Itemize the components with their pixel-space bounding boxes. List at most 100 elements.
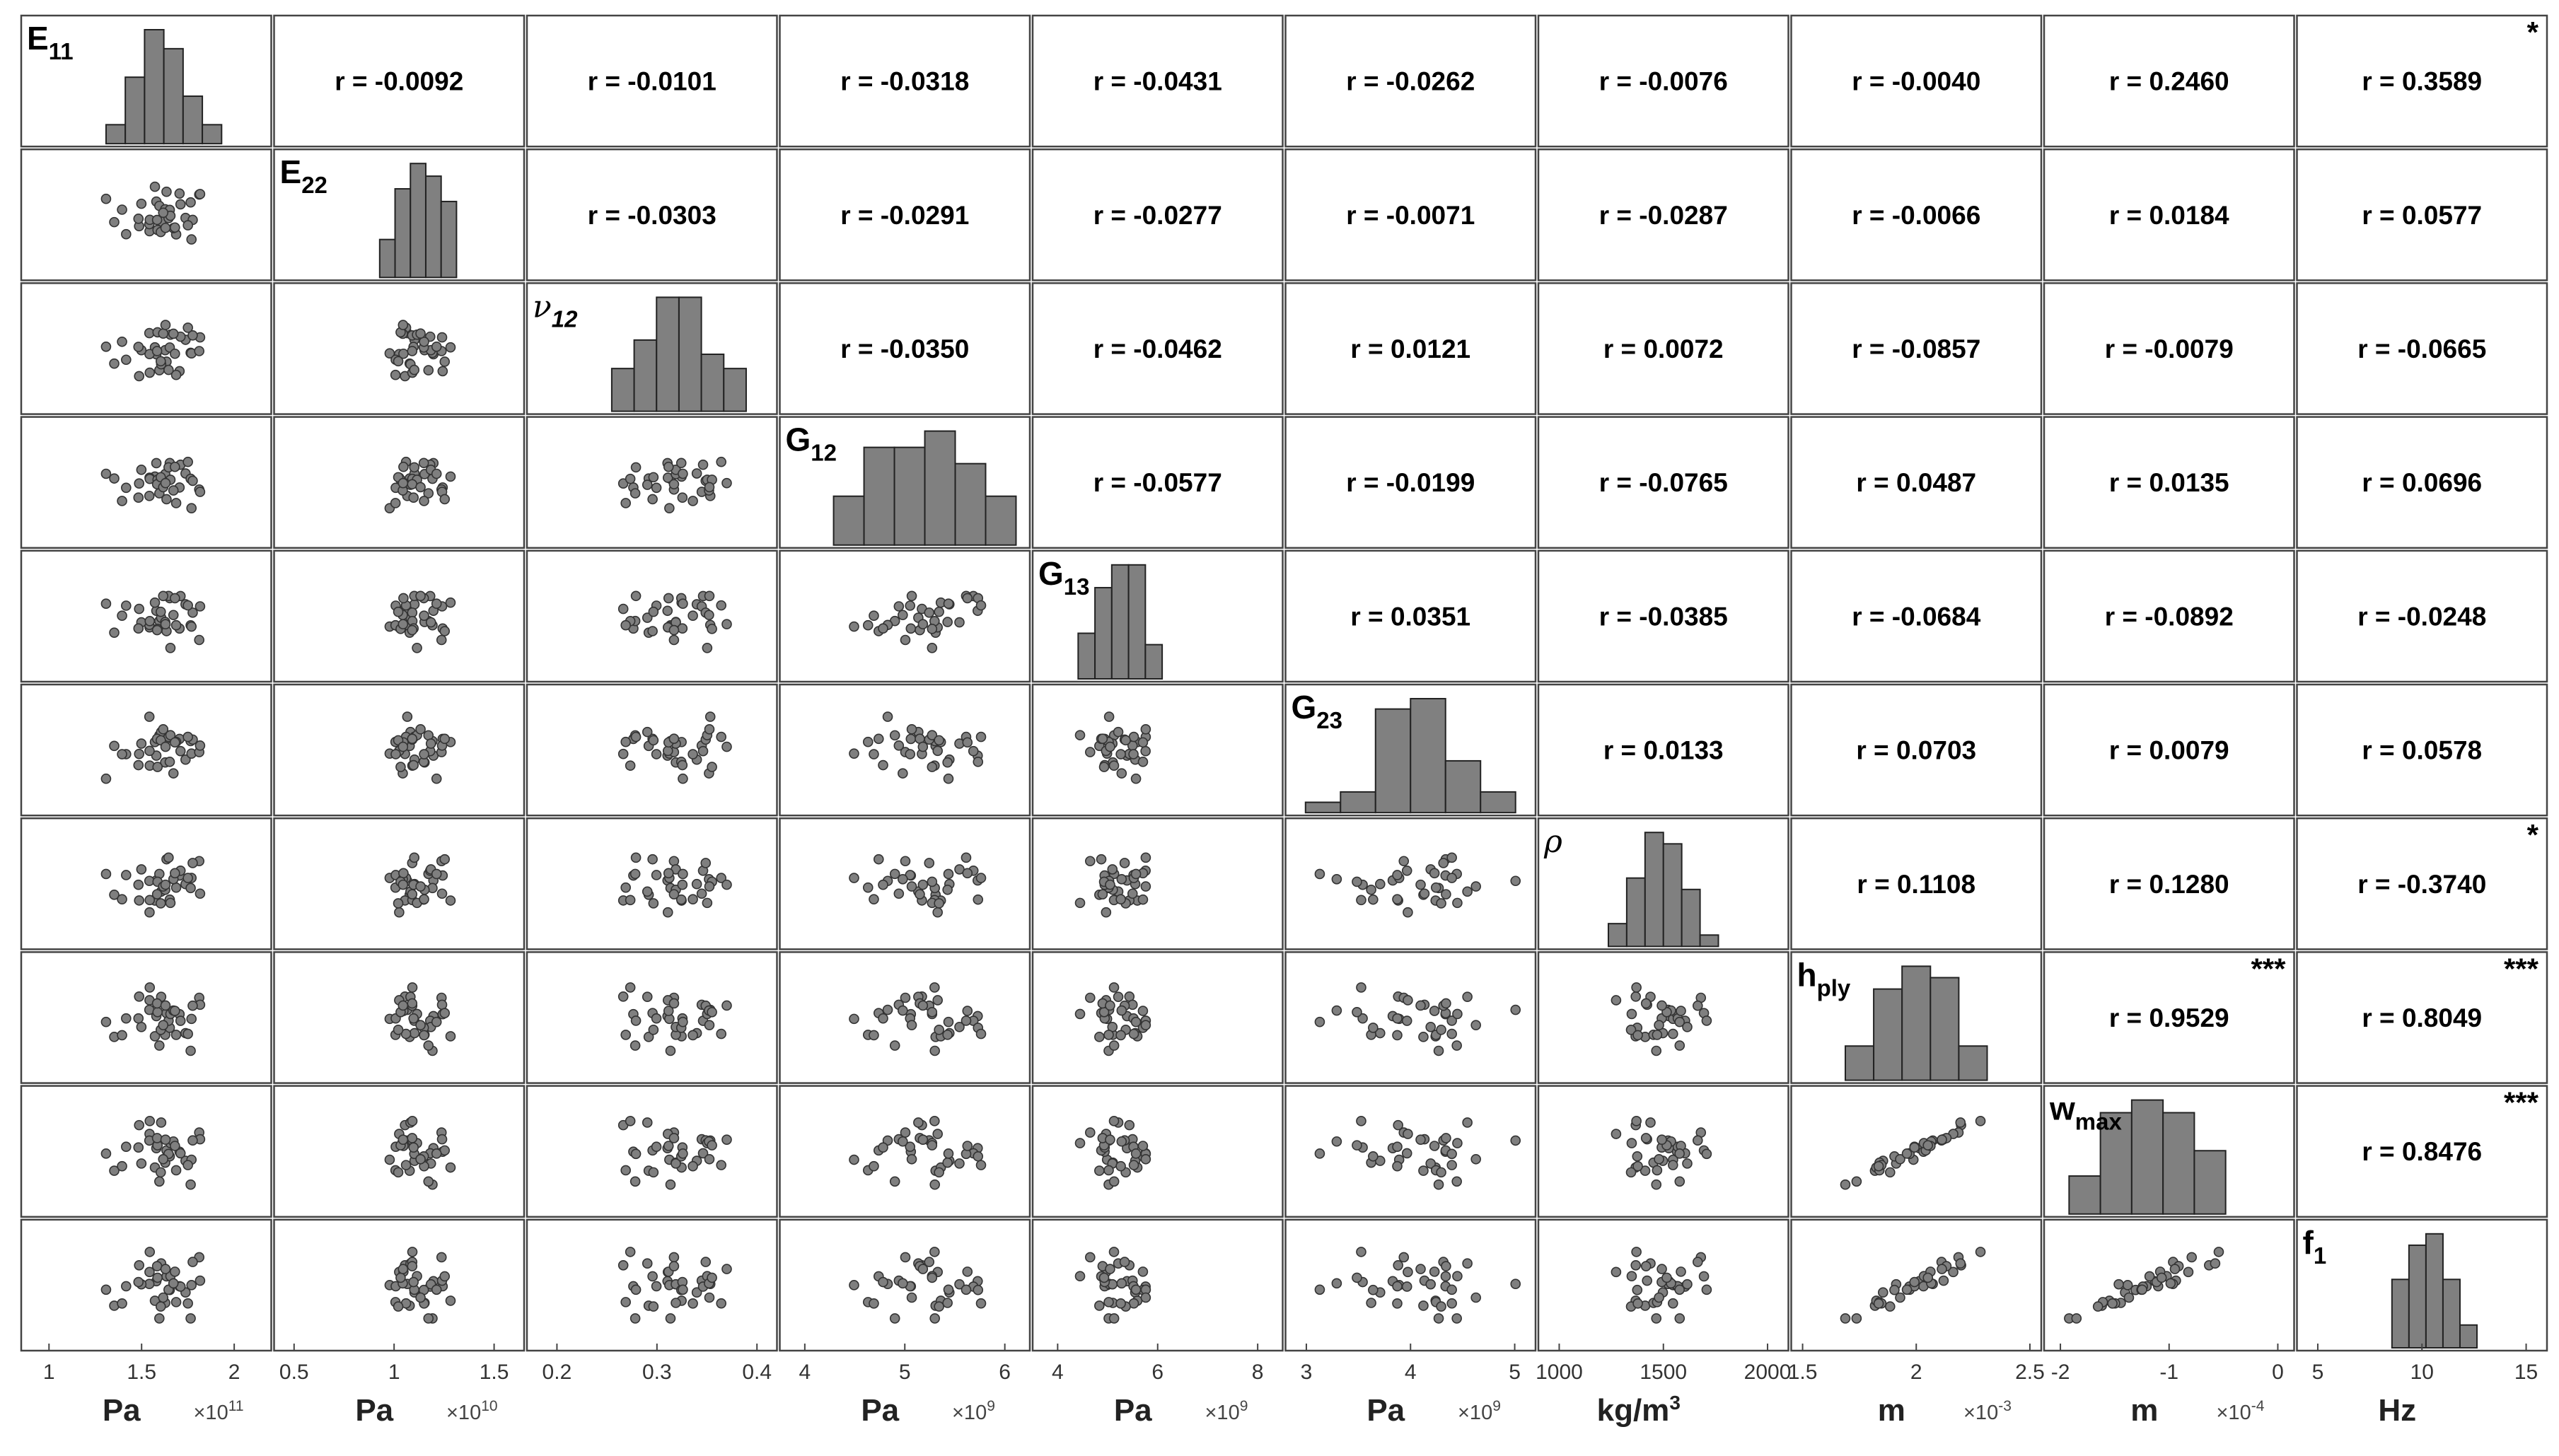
cell-E22-nu12: r = -0.0303 [526, 148, 778, 281]
scatter-point [651, 1281, 662, 1292]
scatter-point [1674, 1148, 1685, 1159]
cell-frame [20, 549, 272, 683]
scatter-point [436, 888, 448, 899]
cell-wmax-wmax: wmax [2043, 1085, 2295, 1218]
scatter-point [1446, 1284, 1457, 1295]
scatter-point [906, 1292, 917, 1303]
hist-bar [2130, 1099, 2164, 1215]
scatter-point [168, 485, 179, 496]
scatter-point [1124, 1119, 1135, 1131]
scatter-point [149, 1031, 161, 1042]
correlation-value: r = 0.0487 [1856, 468, 1976, 497]
cell-E11-G23: r = -0.0262 [1284, 14, 1537, 148]
scatter-point [1510, 875, 1521, 887]
tick-label: 4 [799, 1361, 811, 1384]
scatter-point [932, 745, 943, 757]
cell-frame [2296, 14, 2548, 148]
cell-G23-f1: r = 0.0578 [2296, 683, 2548, 817]
scatter-point [630, 852, 642, 863]
scatter-point [889, 868, 900, 880]
scatter-point [849, 1154, 859, 1165]
correlation-value: r = 0.9529 [2109, 1003, 2229, 1032]
scatter-point [163, 364, 174, 375]
scatter-point [431, 468, 442, 479]
scatter-point [1436, 1025, 1446, 1035]
scatter-point [134, 991, 145, 1002]
hist-bar [1077, 632, 1096, 680]
cell-G13-rho: r = -0.0385 [1537, 549, 1789, 683]
correlation-value: r = 0.0121 [1350, 334, 1470, 363]
scatter-point [393, 1167, 404, 1178]
scatter-point [2137, 1284, 2147, 1295]
cell-E22-rho: r = -0.0287 [1537, 148, 1789, 281]
scatter-point [151, 1133, 163, 1143]
scatter-point [1884, 1301, 1896, 1312]
scatter-point [121, 600, 132, 611]
scatter-point [707, 1006, 717, 1018]
scatter-point [1415, 1134, 1426, 1145]
scatter-point [439, 1008, 451, 1018]
scatter-point [415, 1020, 426, 1030]
scatter-point [642, 612, 653, 623]
scatter-point [136, 864, 147, 875]
cell-E11-E22: r = -0.0092 [273, 14, 526, 148]
scatter-point [445, 1031, 456, 1042]
scatter-point [642, 1117, 653, 1128]
scatter-point [905, 600, 916, 611]
significance-stars: *** [2251, 952, 2286, 985]
scatter-point [431, 1016, 442, 1027]
scatter-point [927, 624, 938, 634]
scatter-point [1140, 1153, 1151, 1165]
cell-G13-G12 [779, 549, 1031, 683]
scatter-point [1446, 873, 1457, 883]
scatter-point [155, 898, 166, 909]
scatter-point [1652, 1165, 1663, 1176]
scatter-point [678, 773, 688, 784]
scatter-point [154, 1040, 165, 1051]
scatter-point [1128, 749, 1139, 759]
scatter-point [180, 754, 191, 765]
scatter-point [1356, 895, 1366, 906]
scatter-point [648, 1301, 659, 1312]
scatter-point [663, 1141, 674, 1151]
scatter-point [439, 356, 451, 367]
scatter-point [942, 1298, 953, 1308]
cell-frame [1537, 14, 1789, 148]
scatter-point [882, 711, 893, 722]
scatter-point [648, 1025, 659, 1035]
scatter-point [1366, 884, 1376, 895]
hist-bar [656, 296, 680, 412]
scatter-point [906, 724, 917, 735]
x-axis-G13: 4 6 8 Pa ×109 [1052, 1344, 1263, 1428]
hist-bar [2391, 1279, 2410, 1349]
cell-E11-G13: r = -0.0431 [1031, 14, 1284, 148]
scatter-point [1403, 907, 1413, 918]
scatter-point [697, 459, 709, 470]
scatter-point [152, 1272, 163, 1283]
cell-frame [1537, 282, 1789, 415]
scatter-point [869, 1030, 879, 1041]
scatter-point [721, 1000, 732, 1011]
scatter-point [1140, 1292, 1151, 1303]
scatter-point [943, 1284, 954, 1295]
scatter-point [144, 711, 155, 722]
scatter-point [721, 1264, 732, 1274]
hist-bar [924, 430, 956, 546]
scatter-point [704, 1292, 715, 1303]
scatter-point [1651, 1313, 1662, 1324]
cell-G13-f1: r = -0.0248 [2296, 549, 2548, 683]
scatter-point [662, 907, 673, 918]
scatter-point [2123, 1292, 2135, 1303]
scatter-point [1352, 876, 1362, 887]
cell-hply-hply: hply [1790, 951, 2043, 1084]
scatter-point [1392, 1141, 1403, 1153]
cell-wmax-nu12 [526, 1085, 778, 1218]
scatter-point [170, 593, 180, 604]
scatter-point [862, 736, 874, 747]
scatter-point [2107, 1298, 2118, 1309]
scatter-point [1137, 1266, 1149, 1277]
scatter-point [668, 1133, 680, 1143]
scatter-point [1873, 1298, 1884, 1309]
hist-bar [394, 188, 412, 279]
scatter-point [707, 1272, 717, 1283]
